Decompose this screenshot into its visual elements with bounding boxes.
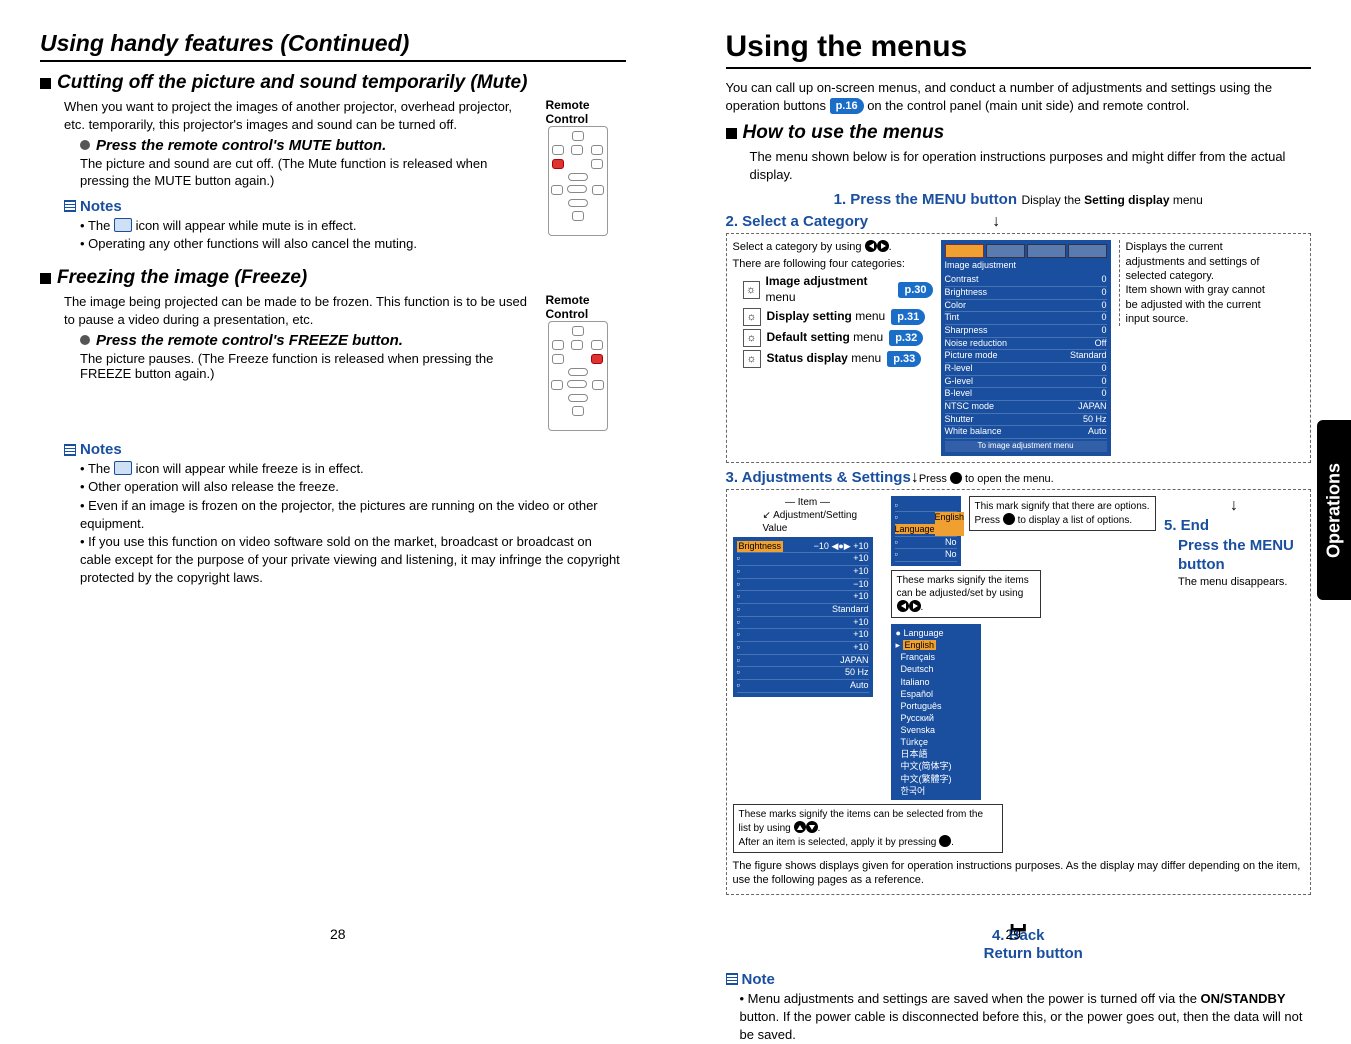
remote-label-1: Remote Control <box>546 98 626 126</box>
right-note: Menu adjustments and settings are saved … <box>740 990 1312 1044</box>
mute-intro: When you want to project the images of a… <box>64 98 536 133</box>
pref: p.32 <box>889 330 923 346</box>
freeze-action-body: The picture pauses. (The Freeze function… <box>80 351 536 381</box>
remote-diagram-1 <box>548 126 608 236</box>
category-box: Select a category by using . There are f… <box>726 233 1312 462</box>
osd-menu: Image adjustment Contrast0Brightness0Col… <box>941 240 1111 455</box>
step2: 2. Select a Category ↓ <box>726 213 1312 231</box>
right-intro: You can call up on-screen menus, and con… <box>726 79 1312 114</box>
freeze-icon <box>114 461 132 475</box>
pref: p.30 <box>898 282 932 298</box>
freeze-intro: The image being projected can be made to… <box>64 293 536 328</box>
mute-action-title: Press the remote control's MUTE button. <box>80 137 536 154</box>
freeze-action-title: Press the remote control's FREEZE button… <box>80 332 536 349</box>
pref: p.31 <box>891 309 925 325</box>
freeze-heading: Freezing the image (Freeze) <box>40 267 626 289</box>
fig-note: The figure shows displays given for oper… <box>733 859 1305 888</box>
remote-label-2: Remote Control <box>546 293 626 321</box>
mute-notes: The icon will appear while mute is in ef… <box>80 217 536 253</box>
left-page: Using handy features (Continued) Cutting… <box>0 0 676 954</box>
side-tab-operations: Operations <box>1317 420 1351 600</box>
mute-icon <box>114 218 132 232</box>
right-title: Using the menus <box>726 30 1312 69</box>
remote-diagram-2 <box>548 321 608 431</box>
mute-heading: Cutting off the picture and sound tempor… <box>40 72 626 94</box>
cat-icon: ☼ <box>743 281 760 299</box>
cat-icon: ☼ <box>743 329 761 347</box>
cat-icon: ☼ <box>743 350 761 368</box>
cat-desc: Displays the current adjustments and set… <box>1119 240 1269 326</box>
howto-heading: How to use the menus <box>726 122 1312 144</box>
howto-body: The menu shown below is for operation in… <box>750 148 1312 183</box>
cat-icon: ☼ <box>743 308 761 326</box>
left-title: Using handy features (Continued) <box>40 30 626 62</box>
language-panel: ● Language ▸ English Français Deutsch It… <box>891 624 981 800</box>
callout-marks: These marks signify the items can be adj… <box>891 570 1041 618</box>
callout-options: This mark signify that there are options… <box>969 496 1157 531</box>
page-num-left: 28 <box>330 926 346 942</box>
step5: 5. End <box>1164 516 1304 536</box>
mute-notes-hdr: Notes <box>64 198 536 215</box>
mute-action-body: The picture and sound are cut off. (The … <box>80 156 536 190</box>
pref-p16: p.16 <box>830 98 864 115</box>
page-num-right: 29 <box>1005 926 1021 942</box>
adjust-box: — Item — ↙ Adjustment/Setting Value Brig… <box>726 489 1312 895</box>
right-note-hdr: Note <box>726 971 1312 988</box>
step1-sub: Display the Setting display menu <box>1021 193 1202 207</box>
callout-list: These marks signify the items can be sel… <box>733 804 1003 853</box>
freeze-notes: The icon will appear while freeze is in … <box>80 460 626 587</box>
freeze-notes-hdr: Notes <box>64 441 626 458</box>
pref: p.33 <box>887 351 921 367</box>
step3: 3. Adjustments & Settings↓Press to open … <box>726 469 1312 487</box>
step1: 1. Press the MENU button Display the Set… <box>726 191 1312 209</box>
right-page: Using the menus You can call up on-scree… <box>676 0 1351 954</box>
